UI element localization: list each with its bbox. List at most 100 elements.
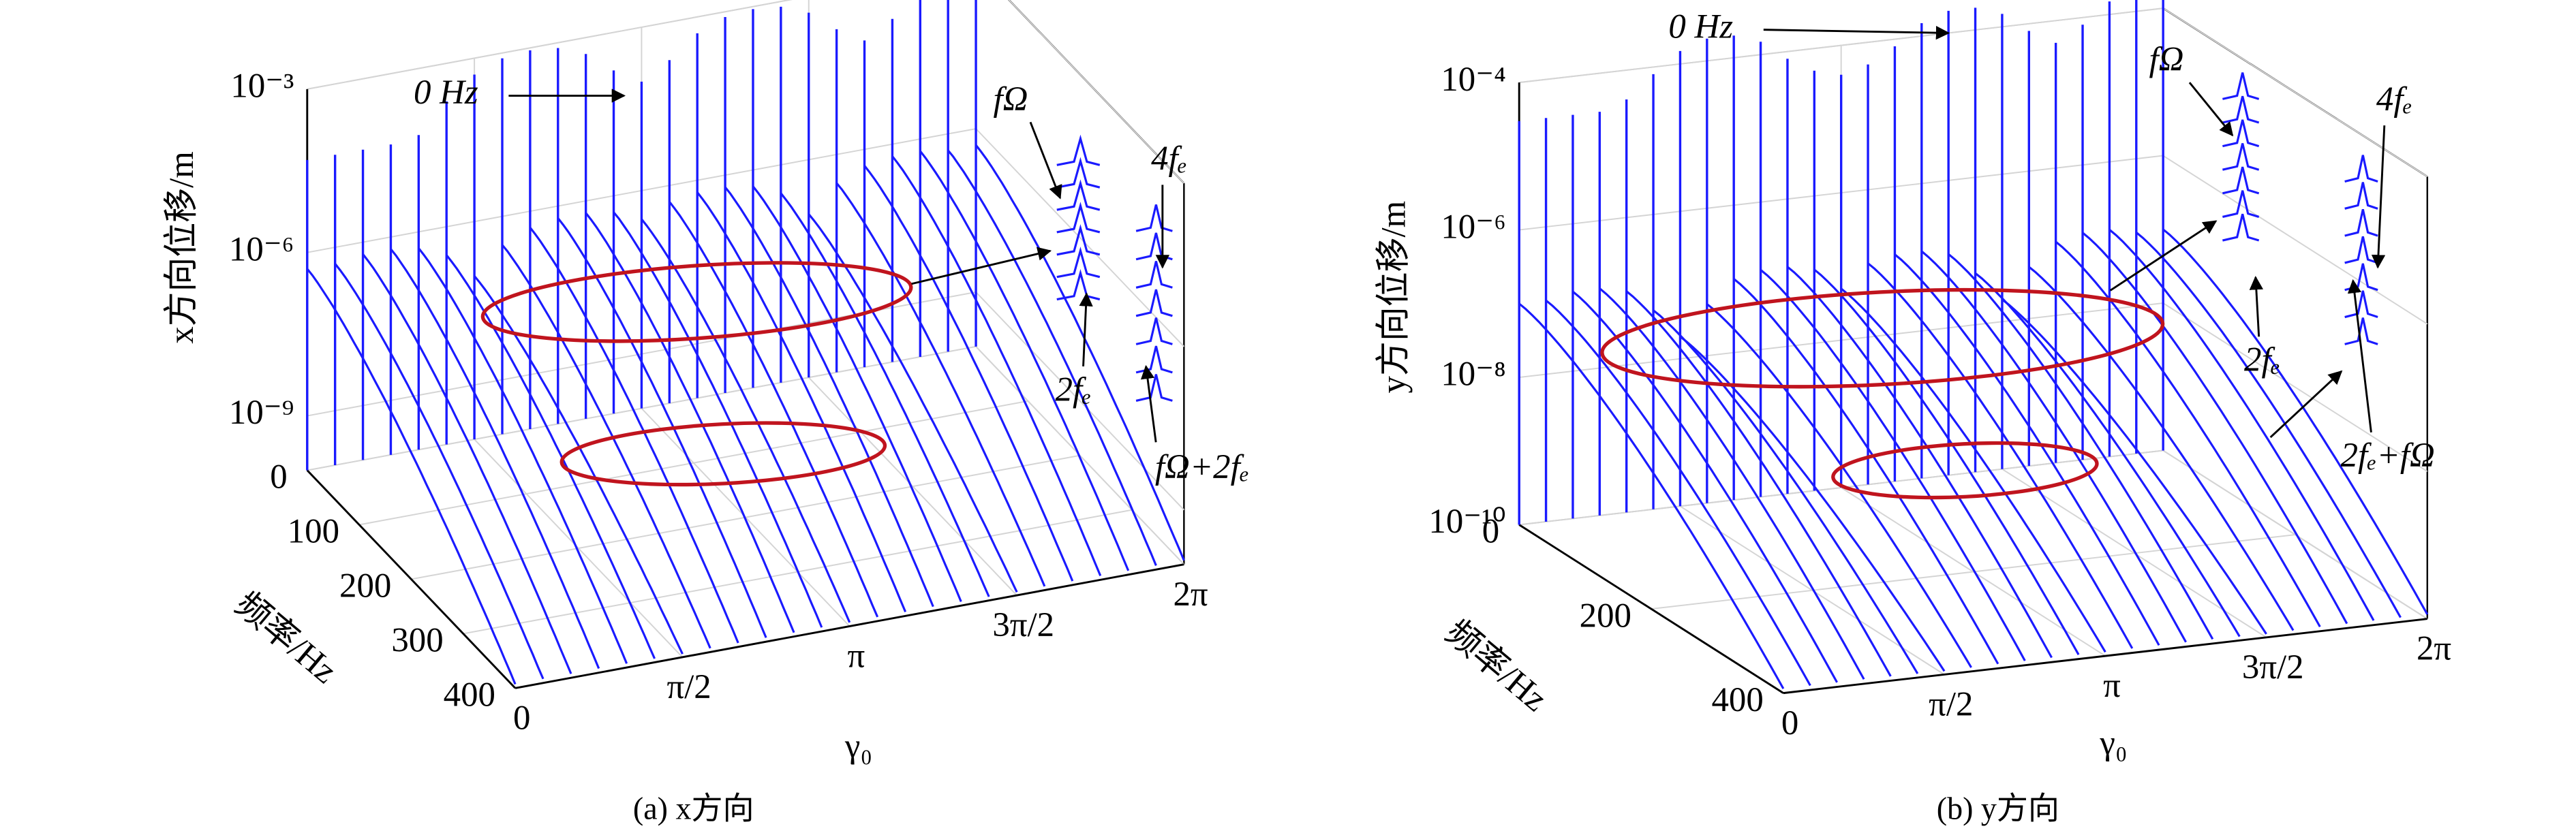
spectrum-curve xyxy=(891,155,1102,576)
x-tick-label: 2π xyxy=(1173,576,1208,614)
spectrum-curve xyxy=(752,185,962,603)
y-tick-label: 200 xyxy=(1580,597,1631,635)
spectrum-curve xyxy=(362,253,572,674)
z-axis-title: x方向位移/m xyxy=(163,151,201,344)
peak-cluster xyxy=(2344,209,2378,237)
annotation: 4fₑ xyxy=(1151,140,1187,178)
spectrum-curve xyxy=(1948,253,2214,640)
grid-line xyxy=(358,400,1028,526)
z-tick-label: 10⁻⁹ xyxy=(229,394,294,432)
peak-cluster xyxy=(1135,261,1173,289)
grid-line xyxy=(1519,7,2428,178)
annotation: 4fₑ xyxy=(2376,80,2412,119)
grid-line xyxy=(808,0,1017,596)
peak-cluster xyxy=(1056,202,1101,234)
annotation-arrow xyxy=(2347,279,2372,432)
y-axis xyxy=(306,469,517,689)
peak-cluster xyxy=(1056,247,1101,279)
x-axis-title: γ₀ xyxy=(844,727,872,766)
x-tick-label: 0 xyxy=(513,699,530,737)
annotation: fΩ xyxy=(2149,41,2184,79)
peak-cluster xyxy=(1135,345,1173,374)
z-axis-title: y方向位移/m xyxy=(1375,201,1413,394)
spectrum-curve xyxy=(390,248,600,669)
peak-cluster xyxy=(2222,119,2260,148)
peak-cluster xyxy=(2344,182,2378,210)
x-tick-label: π xyxy=(848,637,865,676)
grid-line xyxy=(306,89,516,689)
spectrum-curve xyxy=(2082,232,2348,625)
spectrum-curve xyxy=(2001,298,2267,635)
spectrum-curve xyxy=(446,254,656,659)
peak-cluster xyxy=(2222,143,2260,171)
annotation-arrow xyxy=(2371,125,2386,269)
spectrum-curve xyxy=(835,182,1046,587)
highlight-ellipse xyxy=(559,421,887,487)
caption: (b) y方向 xyxy=(1937,791,2059,826)
spectrum-curve xyxy=(2055,240,2321,627)
caption: (a) x方向 xyxy=(633,791,754,826)
annotation-arrow xyxy=(2249,276,2264,337)
spectrum-curve xyxy=(696,191,907,613)
peak-cluster xyxy=(2222,95,2260,124)
y-tick-label: 0 xyxy=(1482,513,1499,551)
spectrum-curve xyxy=(418,247,628,664)
peak-cluster xyxy=(1135,317,1173,345)
spectrum-curve xyxy=(1599,287,1865,680)
z-tick-label: 10⁻⁸ xyxy=(1441,356,1505,394)
spectrum-curve xyxy=(669,201,879,618)
y-tick-label: 200 xyxy=(339,567,391,605)
spectrum-curve xyxy=(1894,253,2160,646)
spectrum-curve xyxy=(919,150,1130,571)
spectrum-curve xyxy=(641,218,851,623)
spectrum-curve xyxy=(1679,336,1946,672)
x-tick-label: π/2 xyxy=(1929,686,1973,724)
annotation: 2fₑ xyxy=(2244,341,2280,379)
peak-cluster xyxy=(2344,155,2378,183)
grid-line xyxy=(641,27,850,627)
spectrum-curve xyxy=(1706,303,1972,668)
y-axis-title: 频率/Hz xyxy=(228,585,344,691)
highlight-ellipse xyxy=(1600,287,2165,389)
peak-cluster xyxy=(1056,134,1101,166)
peak-cluster xyxy=(2222,190,2260,218)
spectrum-curve xyxy=(1760,269,2026,661)
peak-cluster xyxy=(1135,289,1173,317)
spectrum-curve xyxy=(613,211,823,628)
spectrum-curve xyxy=(1545,299,1811,687)
annotation: 0 Hz xyxy=(414,74,478,112)
spectrum-curve xyxy=(724,186,934,608)
y-tick-label: 300 xyxy=(391,622,443,660)
spectrum-curve xyxy=(1920,250,2187,643)
peak-cluster xyxy=(1135,374,1173,402)
annotation-arrow xyxy=(911,247,1052,285)
spectrum-curve xyxy=(947,149,1157,566)
highlight-ellipse xyxy=(1831,441,2099,500)
spectrum-curve xyxy=(863,165,1074,582)
annotation: 0 Hz xyxy=(1668,7,1733,46)
z-tick-label: 10⁻⁴ xyxy=(1441,61,1505,99)
highlight-ellipse xyxy=(480,261,913,343)
annotation-arrow xyxy=(1029,121,1062,200)
spectrum-curve xyxy=(474,275,684,655)
annotation: 2fₑ xyxy=(1056,371,1092,409)
x-tick-label: π/2 xyxy=(666,668,711,706)
peak-cluster xyxy=(2222,213,2260,242)
annotation-arrow xyxy=(2188,82,2234,137)
spectrum-curve xyxy=(557,217,767,638)
grid-line xyxy=(474,58,684,658)
z-tick-label: 10⁻⁶ xyxy=(1441,208,1505,246)
y-axis xyxy=(1518,524,1784,694)
z-tick-label: 10⁻³ xyxy=(230,67,294,106)
y-tick-label: 400 xyxy=(1711,681,1763,719)
x-tick-label: 3π/2 xyxy=(2242,648,2304,687)
spectrum-curve xyxy=(1840,287,2106,653)
peak-cluster xyxy=(1056,224,1101,256)
x-tick-label: π xyxy=(2103,667,2121,705)
z-tick-label: 10⁻¹⁰ xyxy=(1428,503,1505,541)
z-tick-label: 10⁻⁶ xyxy=(229,230,294,268)
peak-cluster xyxy=(2222,72,2260,100)
spectrum-curve xyxy=(2109,229,2375,621)
spectrum-curve xyxy=(1813,268,2080,655)
